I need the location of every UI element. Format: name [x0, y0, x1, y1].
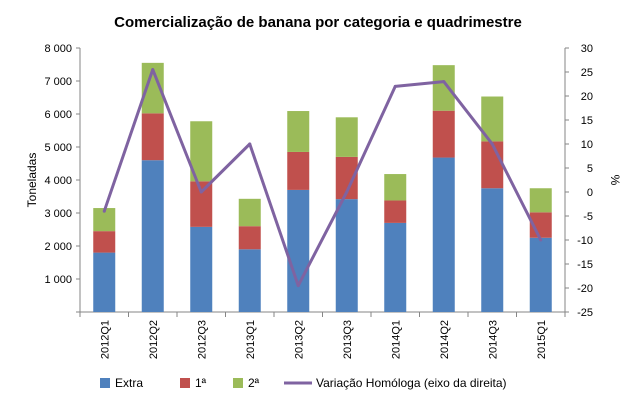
x-tick-label: 2012Q2: [148, 320, 160, 359]
bar-2-2013q3: [335, 117, 358, 157]
x-tick-label: 2014Q3: [487, 320, 499, 359]
variation-line: [102, 68, 543, 288]
bar-extra-2014q1: [384, 222, 407, 312]
bar-1-2012q3: [190, 181, 213, 227]
y2-tick-label: 15: [581, 115, 593, 127]
bar-2-2015q1: [529, 188, 552, 213]
bar-1-2012q1: [93, 231, 116, 253]
y-axis-label: Toneladas: [25, 153, 39, 208]
legend-label-line: Variação Homóloga (eixo da direita): [316, 376, 507, 390]
legend-swatch: [100, 378, 110, 388]
variation-point-2014q3: [490, 142, 494, 146]
y2-tick-label: 25: [581, 67, 593, 79]
bar-extra-2012q1: [93, 252, 116, 312]
variation-point-2012q2: [151, 68, 155, 72]
plot-area: 1 000 2 000 3 000 4 000 5 000 6 000 7 000 8 000…: [44, 43, 593, 359]
y2-tick-label: 30: [581, 43, 593, 55]
y-tick-label: 4 000: [44, 175, 72, 187]
x-tick-label: 2012Q1: [99, 320, 111, 359]
bar-extra-2013q1: [238, 249, 261, 312]
y-tick-label: 6 000: [44, 109, 72, 121]
y-tick-label: 2 000: [44, 241, 72, 253]
x-tick-label: 2013Q3: [342, 320, 354, 359]
bar-2-2012q2: [141, 62, 164, 114]
variation-point-2014q1: [393, 84, 397, 88]
bar-1-2013q3: [335, 156, 358, 200]
variation-point-2013q1: [248, 142, 252, 146]
bar-2-2014q2: [432, 65, 455, 111]
bar-2-2013q2: [287, 111, 310, 152]
y2-tick-label: -10: [577, 235, 593, 247]
x-tick-label: 2015Q1: [536, 320, 548, 359]
y2-tick-label: 20: [581, 91, 593, 103]
bar-1-2012q2: [141, 113, 164, 161]
variation-point-2015q1: [539, 238, 543, 242]
x-tick-label: 2014Q2: [439, 320, 451, 359]
bar-2-2014q1: [384, 174, 407, 201]
legend-label: Extra: [115, 376, 143, 390]
y2-tick-label: -25: [577, 307, 593, 319]
y2-tick-label: 10: [581, 139, 593, 151]
y-tick-label: 3 000: [44, 208, 72, 220]
bar-2-2012q1: [93, 208, 116, 232]
chart-title: Comercialização de banana por categoria …: [114, 14, 522, 31]
variation-point-2014q2: [442, 80, 446, 84]
bar-extra-2012q3: [190, 226, 213, 312]
variation-point-2012q1: [102, 209, 106, 213]
legend-swatch: [233, 378, 243, 388]
y2-tick-label: -5: [583, 211, 593, 223]
bar-2-2013q1: [238, 198, 261, 227]
y-tick-label: 8 000: [44, 43, 72, 55]
bar-extra-2014q2: [432, 157, 455, 312]
x-tick-label: 2012Q3: [196, 320, 208, 359]
bar-1-2014q1: [384, 200, 407, 223]
y2-axis-label: %: [608, 175, 622, 186]
legend-label: 2ª: [248, 376, 260, 390]
bar-2-2014q3: [481, 96, 504, 142]
bar-extra-2015q1: [529, 237, 552, 312]
y2-tick-label: 0: [587, 187, 593, 199]
x-tick-label: 2014Q1: [390, 320, 402, 359]
variation-point-2013q2: [296, 284, 300, 288]
legend-swatch: [180, 378, 190, 388]
legend-label: 1ª: [195, 376, 207, 390]
bar-1-2013q2: [287, 151, 310, 190]
y2-tick-label: -15: [577, 259, 593, 271]
y-tick-label: 1 000: [44, 274, 72, 286]
bar-extra-2013q2: [287, 189, 310, 312]
y2-tick-label: -20: [577, 283, 593, 295]
bar-2-2012q3: [190, 121, 213, 182]
x-tick-label: 2013Q2: [293, 320, 305, 359]
variation-point-2013q3: [345, 190, 349, 194]
x-tick-label: 2013Q1: [245, 320, 257, 359]
bar-extra-2013q3: [335, 199, 358, 312]
bar-1-2014q2: [432, 110, 455, 158]
variation-point-2012q3: [199, 190, 203, 194]
y2-tick-label: 5: [587, 163, 593, 175]
legend: Extra 1ª 2ª Variação Homóloga (eixo da dire…: [100, 376, 507, 390]
bar-1-2013q1: [238, 226, 261, 250]
bar-extra-2012q2: [141, 160, 164, 312]
bar-extra-2014q3: [481, 188, 504, 312]
bar-1-2014q3: [481, 141, 504, 189]
y-tick-label: 7 000: [44, 76, 72, 88]
y-tick-label: 5 000: [44, 142, 72, 154]
